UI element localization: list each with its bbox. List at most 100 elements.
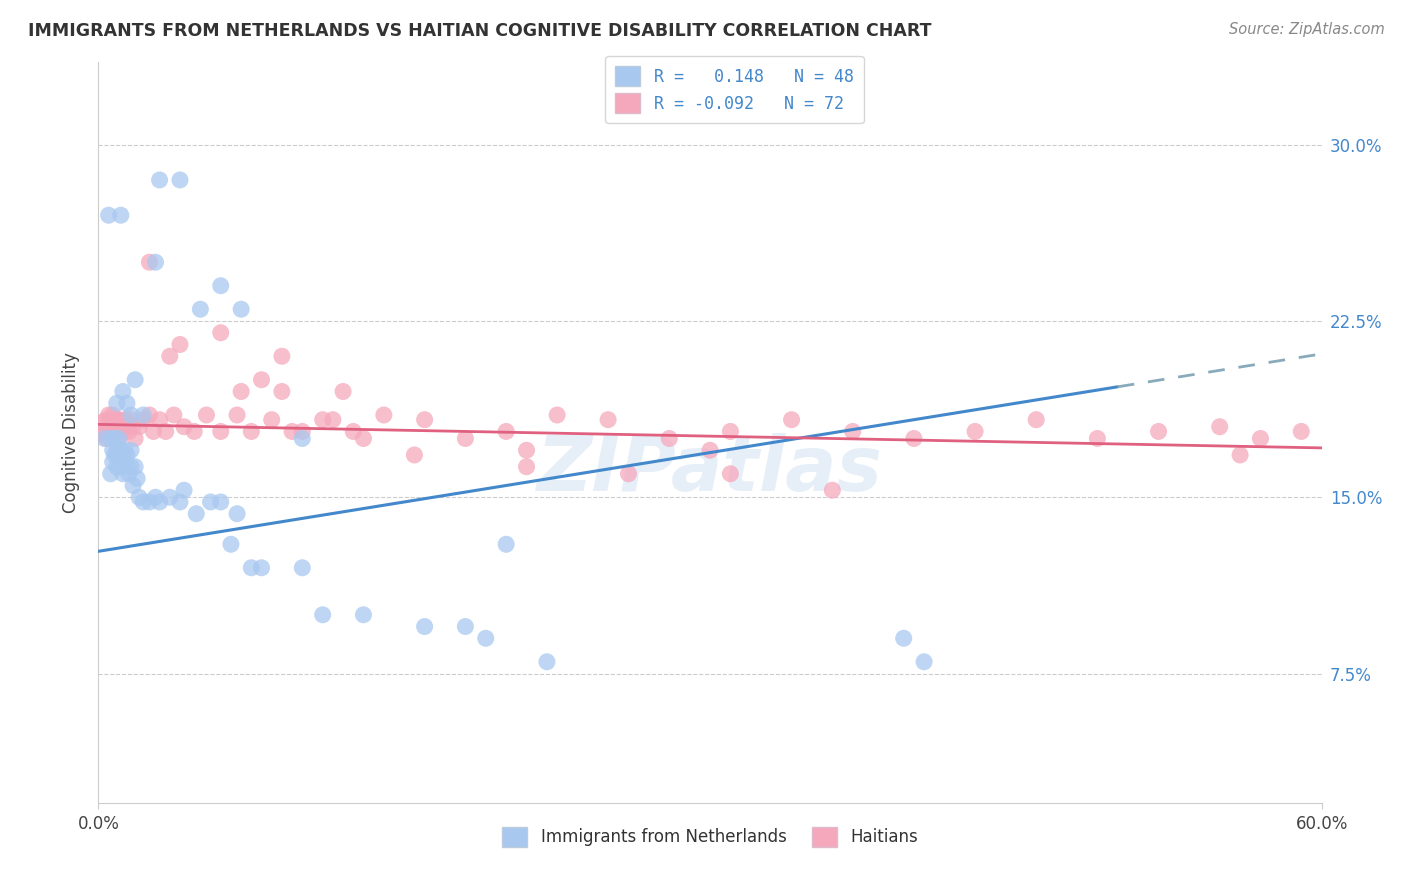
- Point: [291, 425, 314, 439]
- Point: [114, 413, 136, 427]
- Point: [186, 507, 208, 521]
- Point: [226, 507, 249, 521]
- Point: [105, 459, 128, 474]
- Point: [352, 607, 374, 622]
- Point: [183, 425, 205, 439]
- Point: [159, 349, 181, 363]
- Point: [100, 425, 122, 439]
- Point: [100, 432, 122, 446]
- Point: [173, 483, 195, 498]
- Point: [598, 413, 620, 427]
- Point: [110, 459, 132, 474]
- Point: [110, 443, 132, 458]
- Point: [96, 432, 118, 446]
- Point: [1147, 425, 1170, 439]
- Point: [658, 432, 681, 446]
- Point: [312, 607, 335, 622]
- Point: [155, 425, 177, 439]
- Point: [101, 455, 124, 469]
- Point: [1249, 432, 1271, 446]
- Point: [118, 467, 141, 481]
- Point: [332, 384, 354, 399]
- Point: [169, 173, 191, 187]
- Point: [195, 408, 218, 422]
- Point: [145, 255, 167, 269]
- Point: [454, 432, 477, 446]
- Point: [120, 413, 142, 427]
- Point: [495, 425, 517, 439]
- Point: [495, 537, 517, 551]
- Point: [115, 448, 138, 462]
- Point: [893, 632, 915, 646]
- Point: [413, 413, 436, 427]
- Point: [903, 432, 925, 446]
- Text: ZIPatlas: ZIPatlas: [537, 433, 883, 507]
- Point: [124, 373, 146, 387]
- Legend: Immigrants from Netherlands, Haitians: Immigrants from Netherlands, Haitians: [496, 820, 924, 854]
- Point: [115, 419, 138, 434]
- Point: [101, 443, 124, 458]
- Point: [145, 490, 167, 504]
- Point: [108, 432, 131, 446]
- Point: [188, 302, 212, 317]
- Point: [111, 467, 134, 481]
- Point: [108, 432, 131, 446]
- Point: [841, 425, 863, 439]
- Point: [821, 483, 844, 498]
- Point: [93, 432, 115, 446]
- Point: [1085, 432, 1108, 446]
- Point: [219, 537, 242, 551]
- Point: [101, 408, 124, 422]
- Point: [114, 443, 136, 458]
- Point: [169, 337, 191, 351]
- Point: [132, 495, 155, 509]
- Point: [260, 413, 283, 427]
- Point: [97, 408, 120, 422]
- Point: [209, 495, 232, 509]
- Point: [122, 478, 145, 492]
- Y-axis label: Cognitive Disability: Cognitive Disability: [62, 352, 80, 513]
- Point: [101, 425, 124, 439]
- Point: [105, 443, 128, 458]
- Point: [780, 413, 803, 427]
- Point: [105, 396, 128, 410]
- Point: [270, 384, 294, 399]
- Point: [291, 561, 314, 575]
- Point: [97, 208, 120, 222]
- Point: [226, 408, 249, 422]
- Point: [97, 419, 120, 434]
- Point: [342, 425, 364, 439]
- Point: [270, 349, 294, 363]
- Point: [413, 619, 436, 633]
- Point: [404, 448, 426, 462]
- Point: [138, 408, 160, 422]
- Point: [149, 173, 172, 187]
- Point: [240, 561, 263, 575]
- Point: [474, 632, 498, 646]
- Point: [159, 490, 181, 504]
- Point: [104, 425, 127, 439]
- Point: [250, 373, 273, 387]
- Point: [100, 467, 122, 481]
- Point: [127, 471, 149, 485]
- Point: [111, 455, 134, 469]
- Point: [132, 413, 155, 427]
- Point: [209, 425, 232, 439]
- Point: [104, 448, 127, 462]
- Point: [120, 443, 142, 458]
- Point: [1209, 419, 1232, 434]
- Point: [699, 443, 721, 458]
- Point: [516, 459, 538, 474]
- Point: [373, 408, 395, 422]
- Text: IMMIGRANTS FROM NETHERLANDS VS HAITIAN COGNITIVE DISABILITY CORRELATION CHART: IMMIGRANTS FROM NETHERLANDS VS HAITIAN C…: [28, 22, 932, 40]
- Point: [912, 655, 935, 669]
- Point: [1025, 413, 1047, 427]
- Point: [163, 408, 186, 422]
- Point: [169, 495, 191, 509]
- Point: [454, 619, 477, 633]
- Point: [1291, 425, 1313, 439]
- Point: [105, 419, 128, 434]
- Point: [312, 413, 335, 427]
- Point: [91, 415, 114, 429]
- Point: [718, 467, 742, 481]
